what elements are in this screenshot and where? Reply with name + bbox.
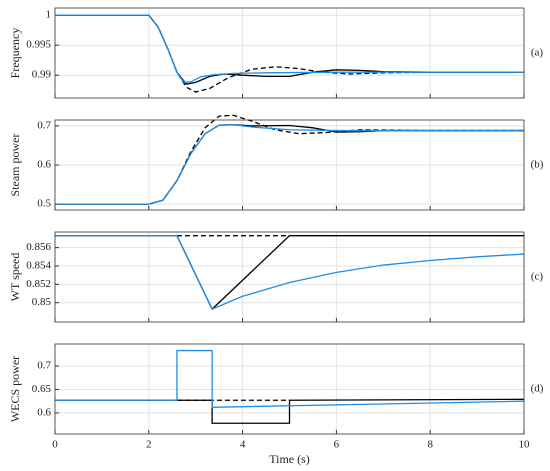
panel-annotation: (c) [531, 271, 544, 283]
y-tick-label: 0.85 [32, 296, 52, 308]
y-tick-label: 0.856 [26, 241, 51, 253]
y-tick-label: 0.99 [32, 69, 52, 81]
y-tick-label: 0.5 [37, 198, 51, 210]
plot-frame [54, 343, 525, 435]
panel-annotation: (d) [531, 383, 544, 395]
y-tick-label: 0.7 [37, 119, 51, 131]
plot-frame [54, 7, 525, 99]
data-line [55, 235, 525, 310]
y-axis-label: Steam power [8, 134, 22, 197]
y-tick-label: 0.995 [26, 39, 51, 51]
x-tick-label: 0 [52, 439, 58, 451]
x-axis-label: Time (s) [269, 452, 310, 466]
y-tick-label: 0.852 [26, 278, 51, 290]
panel-annotation: (b) [531, 159, 544, 171]
y-tick-label: 1 [46, 9, 52, 21]
x-tick-label: 2 [146, 439, 152, 451]
x-tick-label: 10 [519, 439, 531, 451]
x-tick-label: 6 [334, 439, 340, 451]
data-line [55, 124, 524, 205]
data-line [55, 349, 525, 408]
data-line [55, 14, 524, 84]
data-line [55, 398, 525, 424]
y-tick-label: 0.6 [37, 159, 51, 171]
plot-frame [54, 119, 525, 211]
y-axis-label: WECS power [8, 356, 22, 422]
plot-area [55, 232, 524, 322]
plot-area [55, 8, 524, 98]
x-tick-label: 4 [240, 439, 246, 451]
y-tick-label: 0.854 [26, 260, 51, 272]
y-tick-label: 0.7 [37, 360, 51, 372]
panel-annotation: (a) [531, 47, 544, 59]
y-axis-label: Frequency [8, 28, 22, 79]
x-tick-label: 8 [427, 439, 433, 451]
y-tick-label: 0.65 [32, 383, 52, 395]
plot-frame [54, 231, 525, 323]
y-axis-label: WT speed [8, 253, 22, 302]
y-tick-label: 0.6 [37, 406, 51, 418]
